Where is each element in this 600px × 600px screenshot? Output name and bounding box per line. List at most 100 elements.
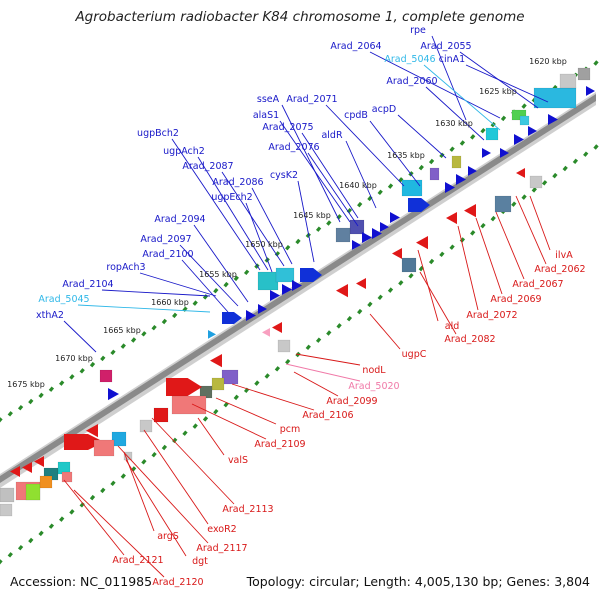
- gene-feature: [61, 471, 73, 483]
- gene-feature: [166, 378, 202, 396]
- gene-feature: [22, 462, 32, 473]
- label-connector: [369, 51, 501, 119]
- gene-label-forward: Arad_5046: [384, 54, 435, 65]
- gene-feature: [153, 407, 169, 423]
- gene-feature: [10, 466, 20, 477]
- gene-label-reverse: pcm: [280, 424, 301, 435]
- label-connector: [63, 479, 125, 556]
- gene-label-reverse: Arad_2072: [466, 310, 517, 321]
- gene-label-forward: xthA2: [36, 310, 64, 321]
- gene-label-forward: alaS1: [253, 110, 279, 121]
- label-connector: [179, 244, 239, 307]
- gene-label-forward: Arad_2087: [182, 161, 233, 172]
- gene-label-forward: ugpBch2: [137, 128, 179, 139]
- gene-label-forward: Arad_2060: [386, 76, 437, 87]
- gene-feature: [272, 322, 282, 333]
- label-connector: [465, 64, 549, 103]
- gene-feature: [282, 284, 292, 295]
- gene-feature: [519, 115, 530, 126]
- gene-feature: [380, 222, 389, 232]
- gene-feature: [300, 268, 322, 282]
- label-connector: [181, 259, 229, 313]
- gene-feature: [336, 284, 348, 298]
- gene-feature: [108, 388, 119, 401]
- summary-text: Topology: circular; Length: 4,005,130 bp…: [246, 574, 590, 589]
- label-connector: [495, 211, 525, 280]
- label-connector: [191, 403, 267, 440]
- gene-feature: [0, 503, 13, 517]
- gene-label-forward: acpD: [372, 104, 396, 115]
- gene-label-reverse: Arad_5020: [348, 381, 399, 392]
- gene-feature: [362, 232, 372, 243]
- gene-feature: [211, 377, 225, 391]
- label-connector: [73, 489, 165, 578]
- gene-feature: [516, 168, 525, 178]
- gene-feature: [464, 204, 476, 218]
- label-connector: [515, 195, 547, 265]
- label-connector: [285, 363, 361, 382]
- gene-feature: [401, 257, 417, 273]
- scale-label: 1670 kbp: [55, 354, 93, 363]
- gene-label-forward: Arad_2075: [262, 122, 313, 133]
- label-connector: [307, 152, 359, 227]
- gene-label-forward: Arad_2100: [142, 249, 193, 260]
- label-connector: [77, 304, 211, 313]
- label-connector: [245, 202, 273, 273]
- gene-feature: [392, 248, 402, 259]
- gene-label-reverse: dgt: [192, 556, 208, 567]
- gene-feature: [221, 369, 239, 385]
- scale-label: 1660 kbp: [151, 298, 189, 307]
- label-connector: [193, 224, 249, 303]
- gene-feature: [416, 236, 428, 250]
- label-connector: [143, 429, 209, 525]
- gene-feature: [277, 339, 291, 353]
- label-connector: [397, 114, 447, 159]
- gene-label-forward: ugpEch2: [211, 192, 252, 203]
- gene-feature: [494, 195, 512, 213]
- gene-feature: [529, 175, 543, 189]
- label-connector: [151, 417, 235, 505]
- gene-feature: [0, 487, 15, 503]
- label-connector: [297, 180, 315, 263]
- gene-feature: [577, 67, 591, 81]
- gene-label-reverse: Arad_2082: [444, 334, 495, 345]
- gene-label-reverse: ilvA: [555, 250, 573, 261]
- label-connector: [419, 271, 457, 335]
- gene-label-forward: cysK2: [270, 170, 298, 181]
- gene-feature: [123, 451, 133, 461]
- label-connector: [125, 459, 187, 557]
- gene-feature: [99, 369, 113, 383]
- label-connector: [281, 104, 341, 223]
- gene-feature: [25, 483, 41, 501]
- label-connector: [345, 140, 377, 209]
- gene-feature: [356, 278, 366, 289]
- accession-text: Accession: NC_011985: [10, 574, 153, 589]
- gene-label-reverse: ald: [445, 321, 460, 332]
- label-connector: [325, 104, 405, 187]
- gene-label-reverse: Arad_2067: [512, 279, 563, 290]
- label-connector: [171, 138, 261, 271]
- label-connector: [301, 132, 359, 219]
- label-connector: [425, 86, 485, 141]
- gene-feature: [257, 271, 279, 291]
- gene-label-reverse: Arad_2113: [222, 504, 273, 515]
- gene-feature: [528, 126, 537, 136]
- gene-feature: [270, 290, 280, 301]
- gene-label-reverse: Arad_2106: [302, 410, 353, 421]
- gene-label-reverse: exoR2: [207, 524, 236, 535]
- gene-feature: [390, 212, 400, 223]
- label-connector: [279, 120, 351, 223]
- label-connector: [475, 217, 503, 295]
- gene-label-forward: ugpAch2: [163, 146, 205, 157]
- scale-label: 1645 kbp: [293, 211, 331, 220]
- gene-label-forward: sseA: [257, 94, 280, 105]
- gene-label-forward: Arad_2055: [420, 41, 471, 52]
- gene-label-forward: Arad_2071: [286, 94, 337, 105]
- label-connector: [529, 195, 551, 251]
- gene-label-reverse: Arad_2062: [534, 264, 585, 275]
- scale-label: 1630 kbp: [435, 119, 473, 128]
- gene-feature: [451, 155, 462, 169]
- scale-label: 1635 kbp: [387, 151, 425, 160]
- gene-feature: [372, 228, 382, 239]
